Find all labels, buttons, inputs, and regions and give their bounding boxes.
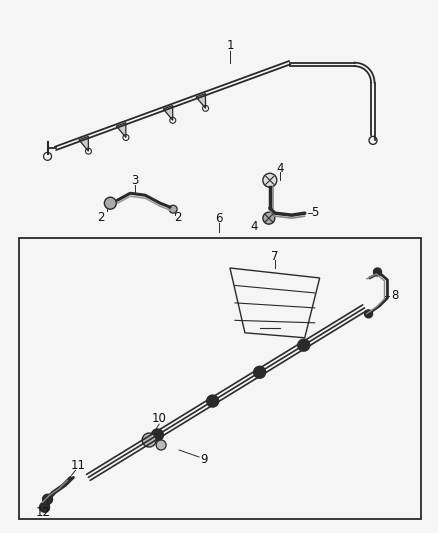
Circle shape	[42, 494, 53, 504]
Polygon shape	[163, 106, 173, 120]
Text: 12: 12	[36, 506, 51, 519]
Text: 10: 10	[152, 411, 166, 425]
Circle shape	[263, 212, 275, 224]
Text: 8: 8	[392, 289, 399, 302]
Circle shape	[142, 433, 156, 447]
Circle shape	[39, 502, 49, 512]
Circle shape	[156, 440, 166, 450]
Polygon shape	[117, 123, 126, 138]
Circle shape	[374, 268, 381, 276]
Polygon shape	[196, 93, 205, 108]
Circle shape	[254, 366, 265, 378]
Circle shape	[152, 429, 163, 441]
Text: 1: 1	[226, 39, 234, 52]
Circle shape	[207, 395, 219, 407]
Text: 4: 4	[276, 162, 283, 175]
Circle shape	[298, 339, 310, 351]
Circle shape	[364, 310, 372, 318]
Circle shape	[104, 197, 117, 209]
Polygon shape	[79, 136, 88, 151]
Text: 9: 9	[200, 454, 208, 466]
Text: 7: 7	[271, 249, 279, 263]
Text: 2: 2	[97, 211, 104, 224]
Circle shape	[263, 173, 277, 187]
Circle shape	[169, 205, 177, 213]
Text: 3: 3	[131, 174, 139, 187]
Text: 6: 6	[215, 212, 223, 224]
Text: 2: 2	[174, 211, 182, 224]
Text: 4: 4	[250, 220, 258, 232]
Text: 5: 5	[311, 206, 318, 219]
Bar	[19, 238, 421, 519]
Text: 11: 11	[71, 459, 86, 472]
